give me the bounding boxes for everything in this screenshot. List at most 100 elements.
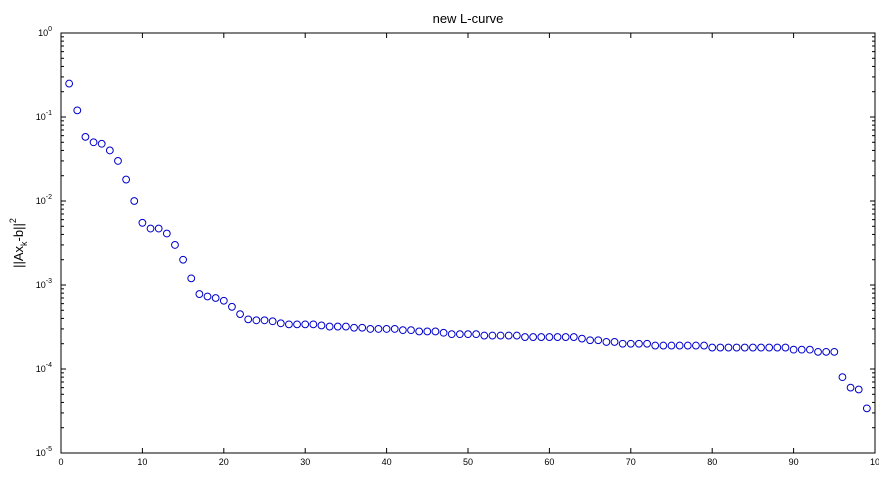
y-axis-label-superscript: 2 bbox=[8, 218, 18, 223]
data-point bbox=[130, 197, 139, 205]
x-tick-label: 50 bbox=[463, 457, 473, 467]
chart-title: new L-curve bbox=[433, 11, 504, 26]
data-point bbox=[342, 322, 350, 331]
data-point bbox=[439, 328, 448, 337]
data-point bbox=[423, 327, 432, 336]
y-axis: 100 10-1 10-2 10-3 10-4 10-5 bbox=[36, 26, 875, 458]
data-point bbox=[179, 255, 188, 264]
data-point bbox=[675, 341, 684, 350]
data-point bbox=[244, 315, 253, 324]
data-point bbox=[366, 325, 375, 333]
data-point bbox=[602, 338, 611, 346]
data-point bbox=[692, 341, 700, 350]
data-point bbox=[293, 320, 301, 329]
data-point bbox=[105, 146, 114, 155]
data-point bbox=[578, 334, 586, 343]
data-point bbox=[724, 343, 733, 352]
data-point bbox=[545, 333, 554, 341]
data-point bbox=[97, 139, 106, 148]
data-point bbox=[781, 343, 790, 352]
data-point bbox=[659, 341, 668, 350]
x-tick-label: 20 bbox=[219, 457, 229, 467]
data-point bbox=[488, 331, 497, 340]
axes: 0 10 20 30 40 50 60 70 80 90 10 100 10-1 10-2 10-3 10-… bbox=[36, 26, 879, 467]
data-point bbox=[325, 322, 334, 331]
data-point bbox=[618, 339, 627, 348]
data-point bbox=[447, 330, 456, 339]
x-tick-label: 80 bbox=[707, 457, 717, 467]
data-point bbox=[521, 333, 529, 341]
data-point bbox=[260, 316, 269, 325]
data-point bbox=[732, 343, 741, 352]
data-point bbox=[643, 339, 651, 348]
data-point bbox=[146, 224, 155, 233]
data-point bbox=[749, 343, 757, 352]
data-point bbox=[390, 325, 399, 333]
data-point bbox=[846, 383, 855, 392]
x-tick-label: 40 bbox=[382, 457, 392, 467]
data-point bbox=[73, 106, 82, 115]
data-point bbox=[431, 327, 440, 336]
data-point bbox=[472, 330, 481, 339]
data-point bbox=[350, 323, 358, 332]
data-point bbox=[708, 343, 717, 352]
data-point bbox=[651, 341, 660, 350]
x-tick-label: 30 bbox=[300, 457, 310, 467]
data-point bbox=[154, 224, 163, 233]
data-point bbox=[765, 343, 774, 352]
data-point bbox=[830, 347, 839, 356]
data-point bbox=[610, 338, 619, 346]
data-point bbox=[740, 343, 749, 352]
x-tick-label: 70 bbox=[626, 457, 636, 467]
data-point bbox=[757, 343, 765, 352]
data-point bbox=[805, 345, 814, 354]
x-axis: 0 10 20 30 40 50 60 70 80 90 10 bbox=[58, 33, 879, 467]
data-point bbox=[268, 317, 277, 326]
data-point bbox=[317, 321, 326, 330]
data-point bbox=[561, 333, 570, 341]
data-point bbox=[838, 373, 847, 382]
y-axis-label: ||Axk-b||2 bbox=[8, 218, 29, 268]
data-point bbox=[309, 320, 318, 329]
data-point bbox=[586, 336, 594, 345]
data-point bbox=[480, 331, 489, 340]
data-point bbox=[333, 322, 342, 331]
data-point bbox=[81, 132, 90, 141]
data-point bbox=[529, 333, 538, 341]
data-point bbox=[594, 336, 603, 345]
data-point bbox=[569, 333, 578, 341]
x-tick-label: 60 bbox=[544, 457, 554, 467]
x-tick-label: 10 bbox=[137, 457, 147, 467]
y-tick-label: 10-3 bbox=[36, 278, 52, 290]
y-axis-label-subscript: k bbox=[19, 241, 29, 246]
data-point bbox=[854, 385, 863, 394]
data-point bbox=[171, 241, 179, 249]
x-tick-label: 10 bbox=[870, 457, 879, 467]
data-point bbox=[211, 294, 220, 302]
data-point bbox=[358, 323, 367, 332]
data-point bbox=[464, 330, 472, 339]
data-point bbox=[398, 326, 407, 335]
data-point bbox=[374, 325, 383, 333]
data-point bbox=[455, 330, 464, 339]
data-point bbox=[773, 343, 782, 352]
x-tick-label: 90 bbox=[789, 457, 799, 467]
data-point bbox=[219, 296, 228, 305]
data-point bbox=[716, 343, 725, 352]
data-point bbox=[301, 320, 310, 329]
data-point bbox=[89, 138, 98, 147]
plot-frame bbox=[60, 32, 876, 454]
data-point bbox=[496, 331, 505, 340]
data-point bbox=[504, 331, 513, 340]
data-point bbox=[797, 345, 806, 354]
data-point bbox=[626, 339, 635, 348]
data-point bbox=[382, 325, 391, 333]
data-point bbox=[252, 316, 261, 325]
data-point bbox=[122, 175, 131, 184]
data-point bbox=[285, 320, 293, 329]
data-point bbox=[236, 310, 244, 319]
data-point bbox=[415, 327, 424, 336]
y-axis-label-main: ||Ax bbox=[11, 245, 26, 267]
data-point bbox=[667, 341, 676, 350]
